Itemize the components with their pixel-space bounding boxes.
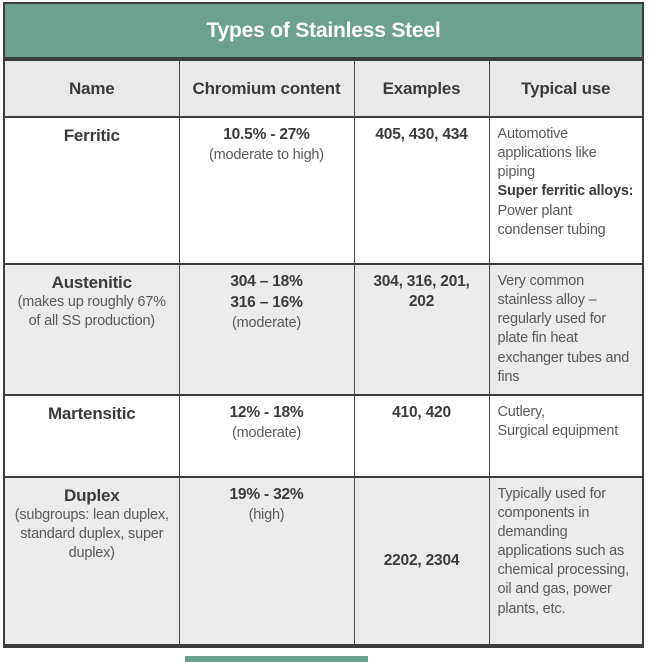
cell-typical-use: Typically used for components in demandi… <box>488 475 642 646</box>
use-segment: Typically used for components in demandi… <box>497 485 630 617</box>
steel-name-note: (makes up roughly 67% of all SS producti… <box>17 294 166 330</box>
cell-name: Martensitic <box>5 393 180 478</box>
chromium-value: 19% - 32% <box>229 485 304 503</box>
use-segment: Cutlery, <box>497 403 545 420</box>
cell-chromium: 12% - 18% (moderate) <box>178 393 355 478</box>
chromium-value: 316 – 16% <box>230 293 303 311</box>
cell-name: Austenitic (makes up roughly 67% of all … <box>5 263 180 396</box>
column-header-typical-use: Typical use <box>488 59 642 118</box>
table-row-martensitic: Martensitic 12% - 18% (moderate) 410, 42… <box>5 393 642 478</box>
chromium-value: 10.5% - 27% <box>223 126 310 143</box>
steel-types-table: Name Chromium content Examples Typical u… <box>5 59 642 646</box>
chromium-value: 304 – 18% <box>230 273 303 290</box>
use-segment: Automotive applications like piping <box>497 126 597 181</box>
use-segment-bold: Super ferritic alloys: <box>497 183 634 200</box>
steel-name-note: (subgroups: lean duplex, standard duplex… <box>14 507 169 561</box>
cell-examples: 405, 430, 434 <box>353 116 490 265</box>
steel-name: Duplex <box>64 485 120 505</box>
table-row-duplex: Duplex (subgroups: lean duplex, standard… <box>5 475 642 646</box>
use-segment: Power plant condenser tubing <box>497 202 606 238</box>
column-header-chromium: Chromium content <box>178 59 355 118</box>
cell-examples: 304, 316, 201, 202 <box>353 263 490 396</box>
cell-typical-use: Very common stainless alloy – regularly … <box>488 263 642 396</box>
examples-value: 405, 430, 434 <box>375 126 468 143</box>
chromium-note: (moderate) <box>232 424 301 441</box>
cell-chromium: 304 – 18% 316 – 16% (moderate) <box>178 263 355 396</box>
page-title: Types of Stainless Steel <box>206 18 441 42</box>
cell-chromium: 19% - 32% (high) <box>178 475 355 646</box>
chromium-note: (moderate to high) <box>209 146 324 163</box>
examples-value: 304, 316, 201, 202 <box>373 273 470 311</box>
cell-examples: 2202, 2304 <box>353 475 490 646</box>
stainless-steel-table: Types of Stainless Steel Name Chromium c… <box>3 2 644 648</box>
table-title-bar: Types of Stainless Steel <box>5 4 642 59</box>
next-section-header-strip <box>185 656 368 662</box>
use-segment: Very common stainless alloy – regularly … <box>497 273 630 385</box>
steel-name: Martensitic <box>47 403 136 423</box>
table-row-austenitic: Austenitic (makes up roughly 67% of all … <box>5 263 642 396</box>
steel-name: Austenitic <box>51 273 132 292</box>
chromium-value: 12% - 18% <box>229 403 304 421</box>
cell-examples: 410, 420 <box>353 393 490 478</box>
cell-typical-use: Cutlery, Surgical equipment <box>488 393 642 478</box>
column-header-row: Name Chromium content Examples Typical u… <box>5 59 642 118</box>
cell-chromium: 10.5% - 27% (moderate to high) <box>178 116 355 265</box>
table-row-ferritic: Ferritic 10.5% - 27% (moderate to high) … <box>5 116 642 265</box>
steel-name: Ferritic <box>63 126 120 145</box>
use-segment: Surgical equipment <box>497 422 619 439</box>
cell-name: Duplex (subgroups: lean duplex, standard… <box>5 475 180 646</box>
column-header-examples: Examples <box>353 59 490 118</box>
examples-value: 410, 420 <box>392 403 451 421</box>
chromium-note: (high) <box>248 506 285 523</box>
examples-value: 2202, 2304 <box>383 551 460 569</box>
column-header-name: Name <box>5 59 180 118</box>
cell-typical-use: Automotive applications like piping Supe… <box>488 116 642 265</box>
cell-name: Ferritic <box>5 116 180 265</box>
chromium-note: (moderate) <box>232 314 301 331</box>
